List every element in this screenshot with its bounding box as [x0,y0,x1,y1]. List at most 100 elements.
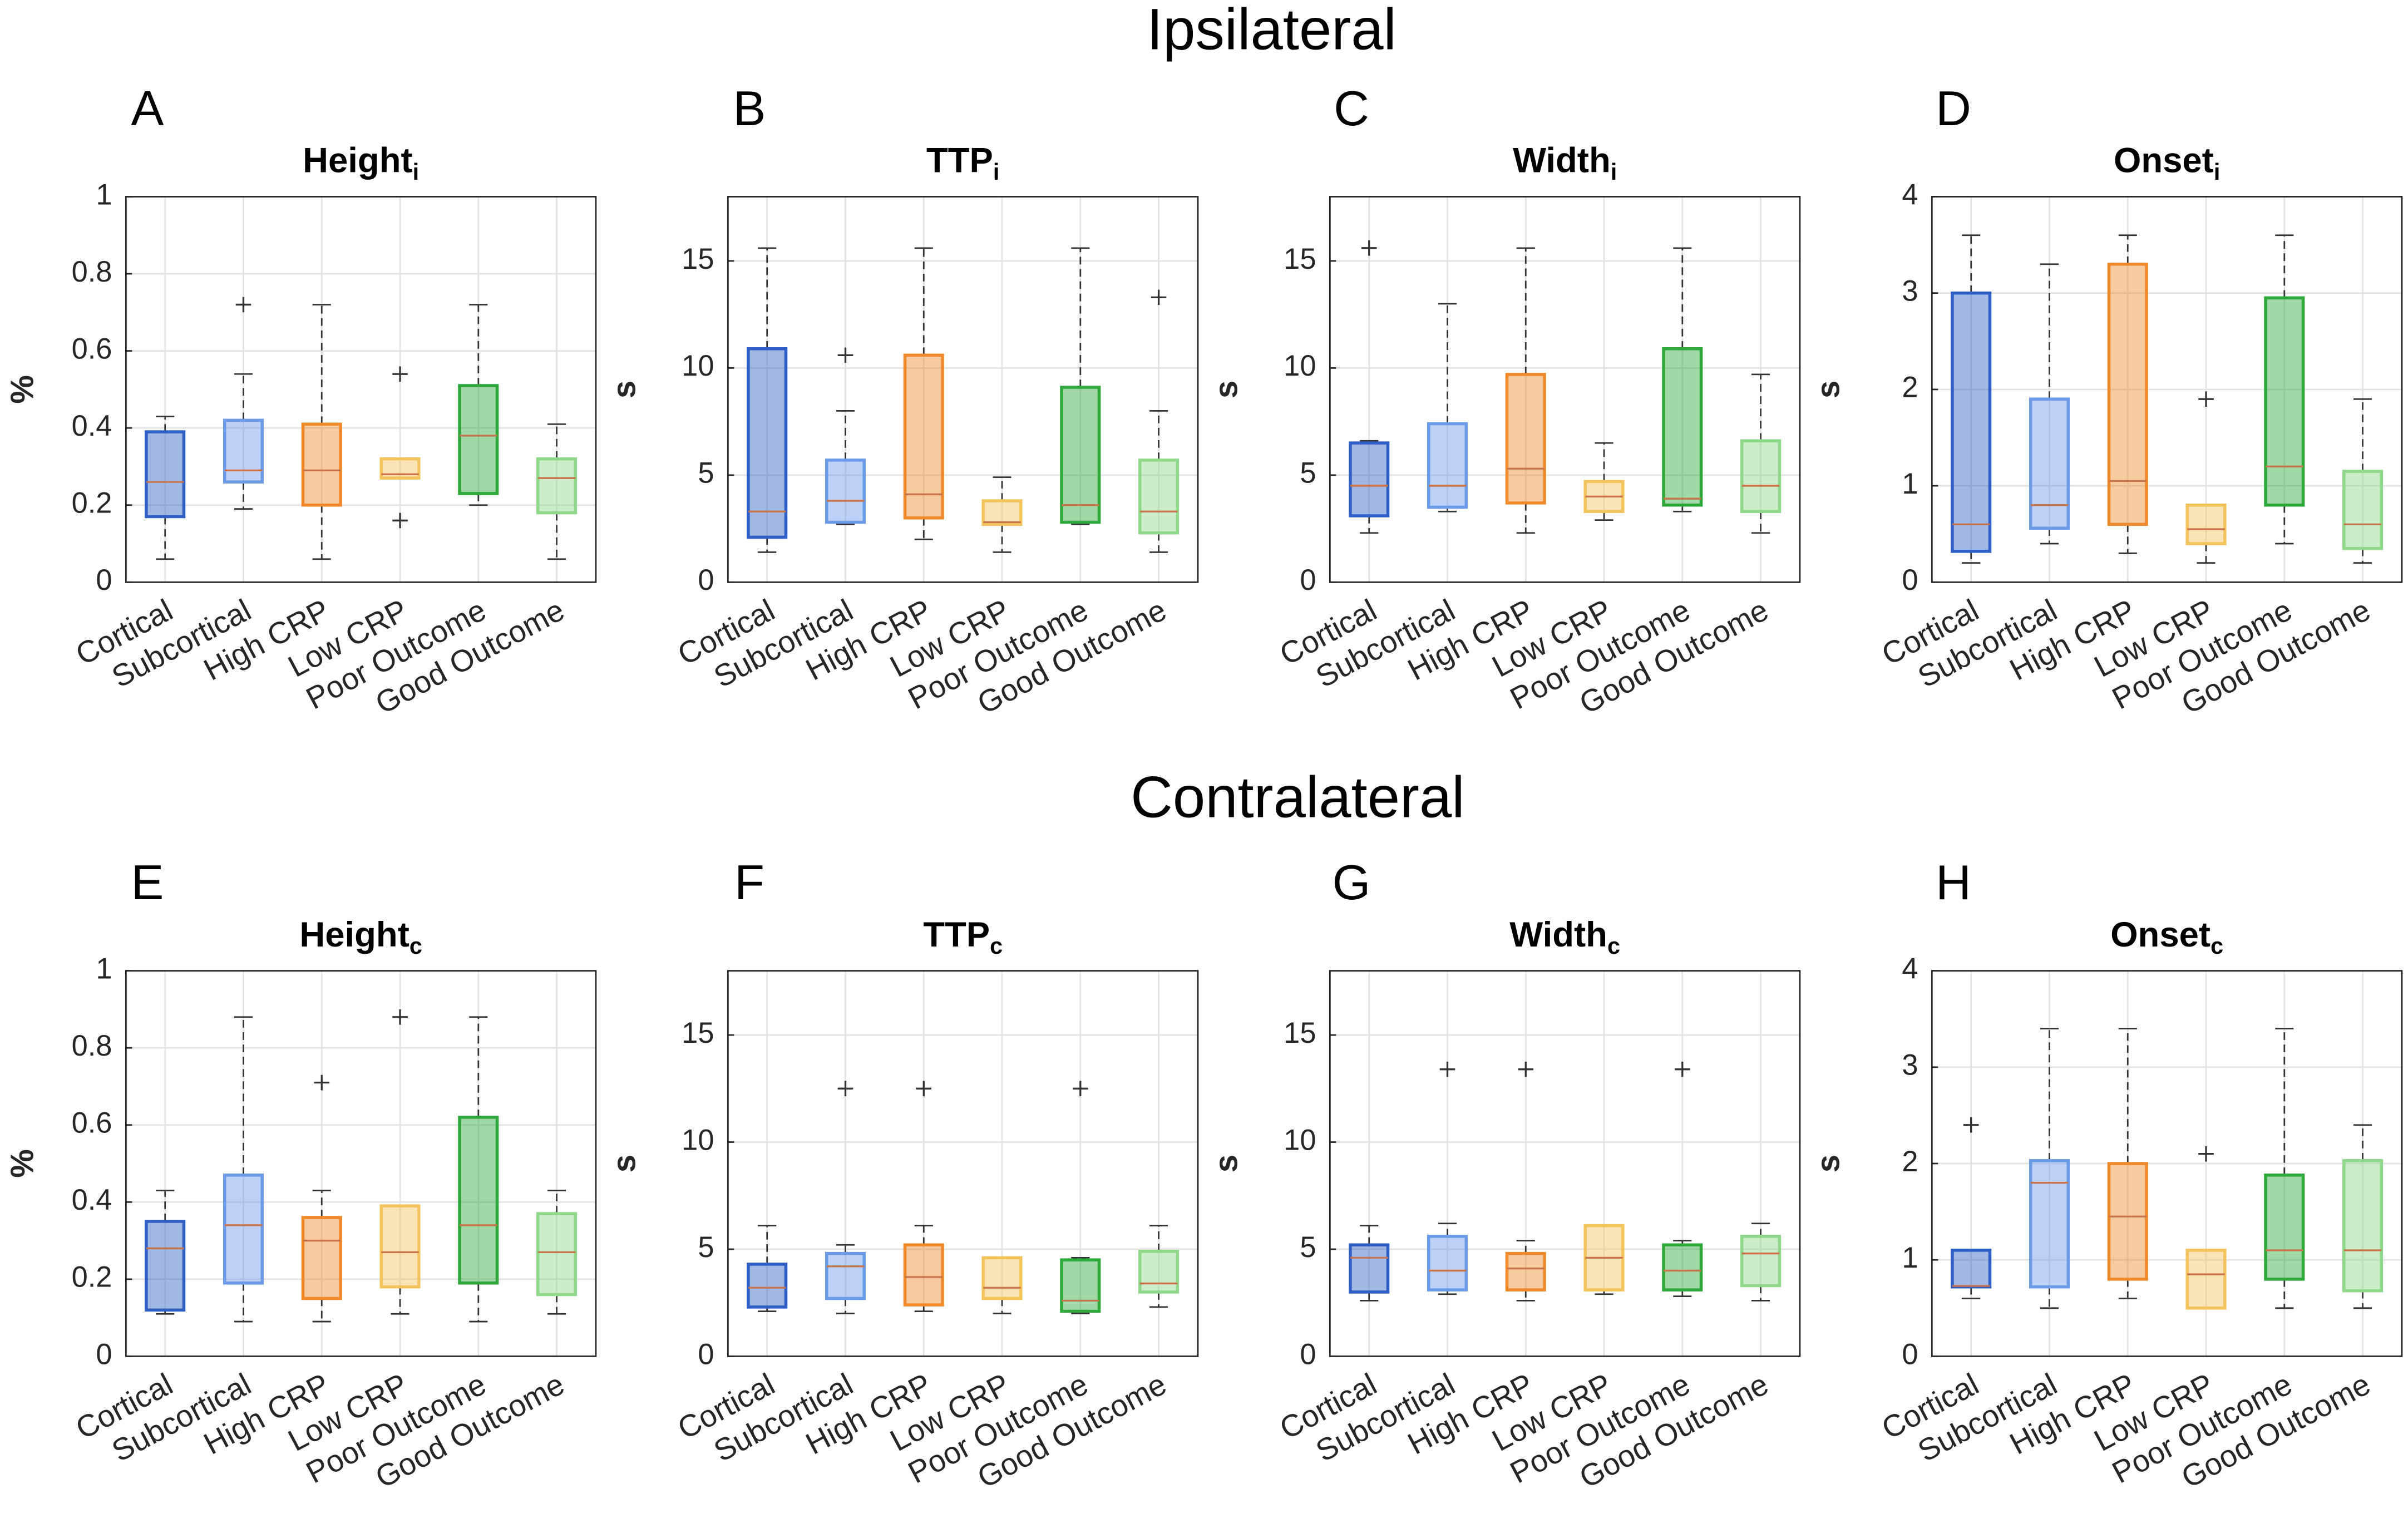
y-tick-label: 0 [1902,564,1918,597]
box [301,1216,342,1300]
outlier [392,512,408,529]
outlier [1439,1061,1455,1077]
y-tick-label: 10 [1284,1124,1316,1156]
box [1951,291,1992,553]
outlier [392,366,408,382]
box [1740,1235,1782,1288]
title-main: Width [1513,141,1611,180]
y-tick-label: 0.2 [72,487,112,520]
y-tick-label: 0 [698,564,714,597]
y-tick-label: 3 [1902,1049,1918,1082]
title-main: Onset [2110,915,2210,954]
box [2264,296,2305,507]
outlier [1151,289,1167,305]
outlier [1675,1061,1690,1077]
y-tick-label: 1 [96,953,112,985]
y-tick-label: 15 [682,1017,714,1049]
y-tick-label: 1 [1902,468,1918,500]
y-axis-label: % [4,375,40,404]
y-tick-label: 5 [1300,1231,1316,1264]
y-tick-label: 2 [1902,1146,1918,1178]
y-tick-label: 0.4 [72,410,112,442]
y-tick-label: 0 [1300,564,1316,597]
chart-title: Heighti [303,141,419,185]
y-tick-label: 3 [1902,275,1918,308]
panel-label: E [131,855,164,910]
box [1138,459,1180,535]
y-tick-label: 0.4 [72,1184,112,1216]
outlier [392,1009,408,1025]
y-tick-label: 15 [1284,1017,1316,1049]
box [2342,470,2384,550]
box [747,1263,788,1309]
panel-label: B [733,81,766,136]
box [2342,1159,2384,1293]
y-tick-label: 0 [1300,1338,1316,1371]
y-tick-label: 10 [682,1124,714,1156]
y-tick-label: 15 [1284,243,1316,275]
y-tick-label: 10 [682,350,714,382]
y-tick-label: 0.6 [72,333,112,365]
box [379,457,421,480]
y-tick-label: 0.8 [72,1030,112,1062]
box [301,422,342,507]
box [903,353,944,520]
box [2107,262,2148,526]
box [1505,373,1546,505]
y-tick-label: 5 [1300,457,1316,490]
box [223,418,264,484]
title-subscript: c [990,933,1003,959]
box [1349,1243,1390,1294]
box [747,347,788,539]
title-subscript: i [2214,159,2221,185]
y-tick-label: 4 [1902,179,1918,211]
title-subscript: c [1607,933,1620,959]
box [903,1243,944,1307]
outlier [1518,1061,1534,1077]
panel-label: F [734,855,764,910]
box [1740,439,1782,514]
axes-box [125,970,597,1357]
axes-box [125,196,597,583]
outlier [235,297,251,313]
y-axis-label: s [1208,1155,1244,1172]
y-tick-label: 0.6 [72,1107,112,1140]
axes-box [1931,970,2403,1357]
box [2185,1249,2227,1310]
y-tick-label: 0 [1902,1338,1918,1371]
box [981,1256,1023,1300]
box [2185,503,2227,545]
y-axis-label: s [1810,1155,1846,1172]
outlier [2198,1146,2214,1162]
y-tick-label: 15 [682,243,714,275]
box [379,1204,421,1289]
box [1427,1235,1468,1292]
axes-box [1931,196,2403,583]
chart-title: TTPc [923,915,1003,959]
box [458,1116,499,1285]
section-heading: Contralateral [1131,765,1464,830]
title-main: TTP [926,141,993,180]
box [1427,422,1468,509]
box [1349,441,1390,517]
title-subscript: i [1611,159,1617,185]
box [1505,1251,1546,1292]
outlier [1361,240,1377,256]
panel-label: H [1936,855,1971,910]
y-tick-label: 5 [698,457,714,490]
box [981,499,1023,526]
title-main: TTP [923,915,990,954]
box [536,457,578,515]
axes-box [727,970,1199,1357]
title-main: Height [299,915,409,954]
box [1060,386,1101,524]
y-tick-label: 0 [698,1338,714,1371]
panel-label: D [1936,81,1971,136]
axes-box [1329,970,1801,1357]
box [825,459,866,524]
outlier [837,347,853,363]
y-tick-label: 0.8 [72,256,112,288]
y-tick-label: 0 [96,1338,112,1371]
title-main: Height [303,141,412,180]
